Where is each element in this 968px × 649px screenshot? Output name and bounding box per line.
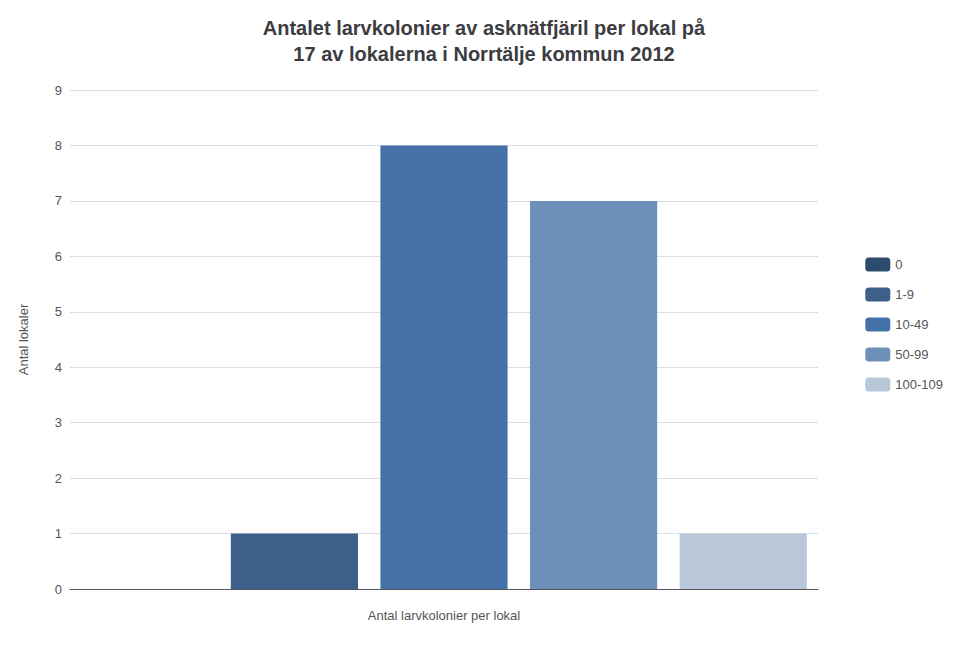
svg-text:1: 1 [55, 526, 62, 541]
svg-text:9: 9 [55, 83, 62, 98]
svg-text:5: 5 [55, 304, 62, 319]
svg-text:50-99: 50-99 [895, 347, 928, 362]
svg-text:0: 0 [895, 257, 902, 272]
svg-text:Antal lokaler: Antal lokaler [16, 303, 31, 375]
svg-text:3: 3 [55, 415, 62, 430]
svg-text:0: 0 [55, 582, 62, 597]
svg-text:Antalet larvkolonier av asknät: Antalet larvkolonier av asknätfjäril per… [263, 17, 706, 39]
svg-text:Antal larvkolonier per lokal: Antal larvkolonier per lokal [368, 608, 521, 623]
svg-text:4: 4 [55, 360, 62, 375]
svg-text:17 av lokalerna i Norrtälje ko: 17 av lokalerna i Norrtälje kommun 2012 [293, 43, 674, 65]
svg-text:1-9: 1-9 [895, 287, 914, 302]
svg-text:2: 2 [55, 471, 62, 486]
svg-text:100-109: 100-109 [895, 377, 943, 392]
svg-text:10-49: 10-49 [895, 317, 928, 332]
svg-text:7: 7 [55, 193, 62, 208]
svg-text:8: 8 [55, 138, 62, 153]
svg-text:6: 6 [55, 249, 62, 264]
